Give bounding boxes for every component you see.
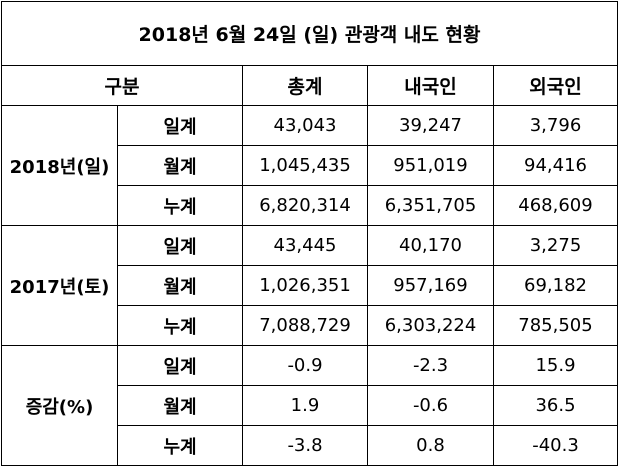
cell-foreign: 468,609 (493, 185, 618, 226)
cell-total: -3.8 (242, 425, 368, 466)
sub-label: 일계 (117, 105, 243, 146)
table-row: 누계 7,088,729 6,303,224 785,505 (2, 305, 618, 346)
sub-label: 일계 (117, 225, 243, 266)
cell-total: -0.9 (242, 345, 368, 386)
sub-label: 월계 (117, 145, 243, 186)
cell-domestic: 957,169 (367, 265, 494, 306)
table-row: 누계 -3.8 0.8 -40.3 (2, 425, 618, 466)
cell-total: 1,045,435 (242, 145, 368, 186)
cell-domestic: 951,019 (367, 145, 494, 186)
group-label: 2018년(일) (1, 105, 118, 226)
sub-label: 누계 (117, 425, 243, 466)
cell-domestic: 40,170 (367, 225, 494, 266)
sub-label: 월계 (117, 265, 243, 306)
header-total: 총계 (242, 65, 368, 106)
cell-foreign: 3,275 (493, 225, 618, 266)
cell-foreign: 94,416 (493, 145, 618, 186)
cell-total: 1,026,351 (242, 265, 368, 306)
cell-foreign: 15.9 (493, 345, 618, 386)
sub-label: 누계 (117, 305, 243, 346)
table-row: 월계 1.9 -0.6 36.5 (2, 385, 618, 426)
header-domestic: 내국인 (367, 65, 494, 106)
table-row: 2018년(일) 일계 43,043 39,247 3,796 (1, 105, 618, 226)
cell-total: 7,088,729 (242, 305, 368, 346)
cell-foreign: -40.3 (493, 425, 618, 466)
cell-domestic: 39,247 (367, 105, 494, 146)
cell-total: 43,445 (242, 225, 368, 266)
table-title: 2018년 6월 24일 (일) 관광객 내도 현황 (1, 1, 618, 66)
cell-total: 6,820,314 (242, 185, 368, 226)
cell-domestic: 6,351,705 (367, 185, 494, 226)
table-row: 월계 1,026,351 957,169 69,182 (2, 265, 618, 306)
cell-domestic: 0.8 (367, 425, 494, 466)
table-row: 2017년(토) 일계 43,445 40,170 3,275 (1, 225, 618, 346)
cell-total: 1.9 (242, 385, 368, 426)
header-category: 구분 (1, 65, 243, 106)
cell-domestic: -2.3 (367, 345, 494, 386)
group-label: 증감(%) (1, 345, 118, 466)
sub-label: 월계 (117, 385, 243, 426)
cell-foreign: 36.5 (493, 385, 618, 426)
cell-domestic: 6,303,224 (367, 305, 494, 346)
table-row: 증감(%) 일계 -0.9 -2.3 15.9 (1, 345, 618, 466)
sub-label: 일계 (117, 345, 243, 386)
group-label: 2017년(토) (1, 225, 118, 346)
cell-total: 43,043 (242, 105, 368, 146)
cell-foreign: 785,505 (493, 305, 618, 346)
cell-foreign: 69,182 (493, 265, 618, 306)
cell-foreign: 3,796 (493, 105, 618, 146)
sub-label: 누계 (117, 185, 243, 226)
cell-domestic: -0.6 (367, 385, 494, 426)
table-row: 월계 1,045,435 951,019 94,416 (2, 145, 618, 186)
table-row: 누계 6,820,314 6,351,705 468,609 (2, 185, 618, 226)
header-foreign: 외국인 (493, 65, 618, 106)
